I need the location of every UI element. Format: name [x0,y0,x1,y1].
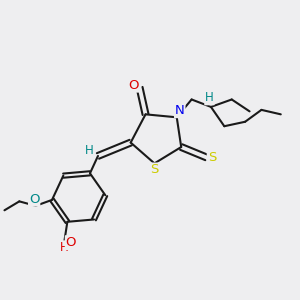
Text: O: O [66,236,76,249]
Text: O: O [29,193,39,206]
Text: S: S [150,164,159,176]
Text: H: H [60,241,69,254]
Text: H: H [205,92,214,104]
Text: S: S [208,151,216,164]
Text: N: N [175,104,184,117]
Text: O: O [128,79,138,92]
Text: H: H [85,144,94,157]
